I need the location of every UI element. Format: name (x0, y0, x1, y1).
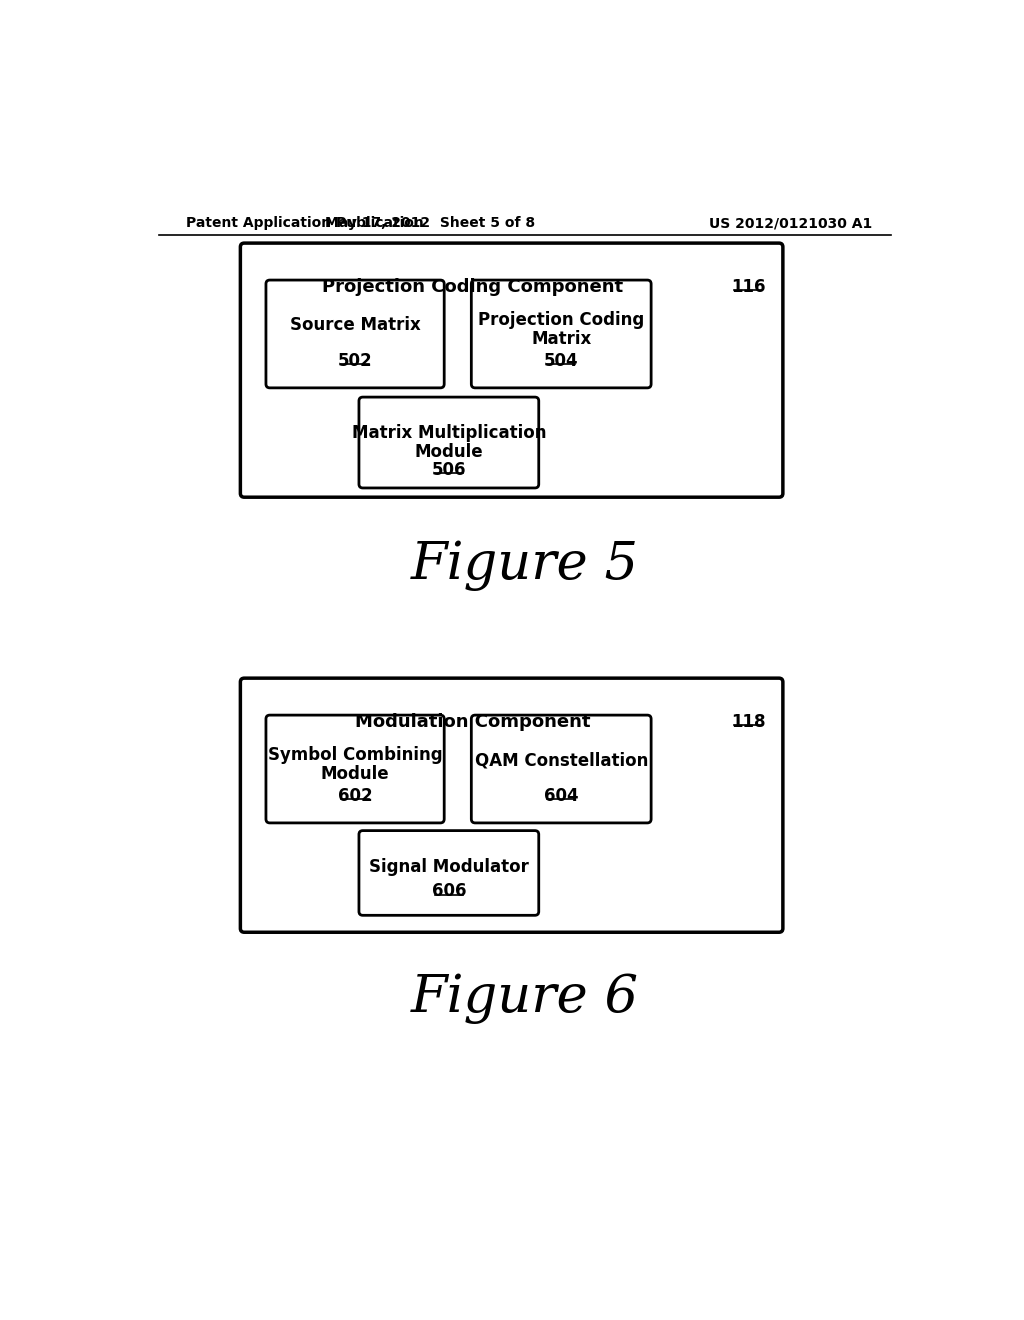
Text: Matrix: Matrix (531, 330, 591, 348)
Text: Patent Application Publication: Patent Application Publication (186, 216, 424, 230)
Text: 116: 116 (731, 277, 765, 296)
Text: 606: 606 (431, 882, 466, 900)
Text: US 2012/0121030 A1: US 2012/0121030 A1 (710, 216, 872, 230)
FancyBboxPatch shape (359, 397, 539, 488)
Text: Module: Module (321, 766, 389, 783)
Text: Projection Coding Component: Projection Coding Component (323, 277, 624, 296)
Text: 506: 506 (431, 461, 466, 479)
FancyBboxPatch shape (471, 280, 651, 388)
Text: Symbol Combining: Symbol Combining (267, 746, 442, 764)
Text: 604: 604 (544, 787, 579, 805)
Text: Matrix Multiplication: Matrix Multiplication (351, 424, 546, 442)
Text: Figure 6: Figure 6 (411, 973, 639, 1024)
Text: 118: 118 (731, 713, 765, 731)
Text: Modulation Component: Modulation Component (355, 713, 591, 731)
Text: Module: Module (415, 444, 483, 461)
Text: Source Matrix: Source Matrix (290, 317, 421, 334)
FancyBboxPatch shape (266, 280, 444, 388)
FancyBboxPatch shape (241, 678, 783, 932)
Text: May 17, 2012  Sheet 5 of 8: May 17, 2012 Sheet 5 of 8 (326, 216, 536, 230)
FancyBboxPatch shape (471, 715, 651, 822)
Text: QAM Constellation: QAM Constellation (474, 751, 648, 770)
Text: 502: 502 (338, 351, 373, 370)
Text: Figure 5: Figure 5 (411, 540, 639, 590)
FancyBboxPatch shape (359, 830, 539, 915)
Text: 504: 504 (544, 351, 579, 370)
Text: 602: 602 (338, 787, 373, 805)
FancyBboxPatch shape (241, 243, 783, 498)
Text: Signal Modulator: Signal Modulator (369, 858, 528, 875)
FancyBboxPatch shape (266, 715, 444, 822)
Text: Projection Coding: Projection Coding (478, 312, 644, 329)
